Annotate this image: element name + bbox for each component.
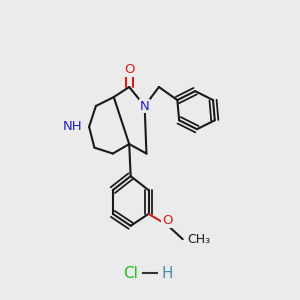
Text: N: N xyxy=(140,100,149,112)
Text: O: O xyxy=(162,214,172,227)
Text: Cl: Cl xyxy=(123,266,138,281)
Text: H: H xyxy=(162,266,173,281)
Text: CH₃: CH₃ xyxy=(187,233,210,246)
Text: O: O xyxy=(124,63,134,76)
Text: NH: NH xyxy=(63,120,83,133)
